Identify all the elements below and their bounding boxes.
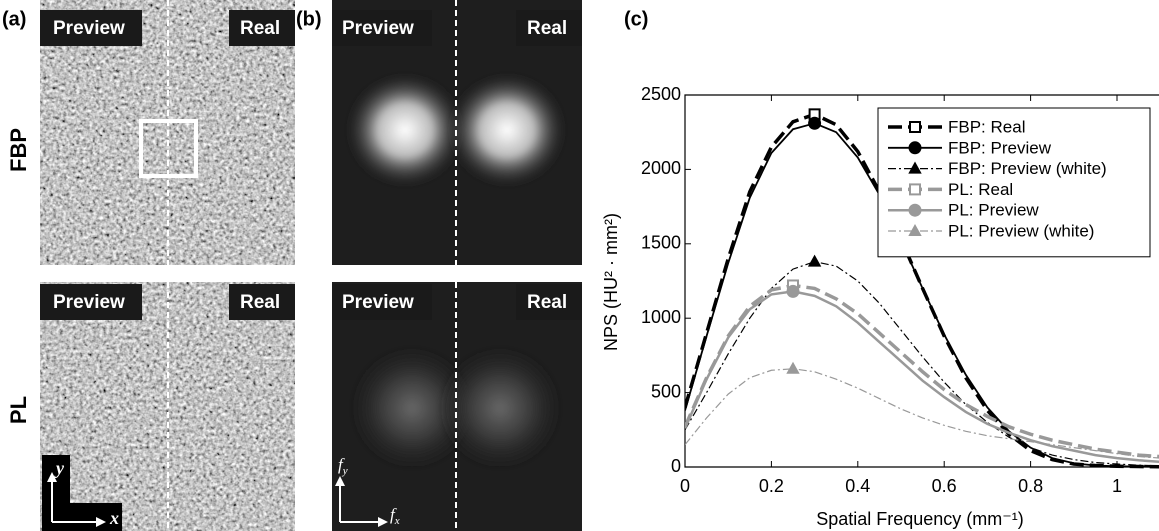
preview-label: Preview (342, 292, 414, 313)
x-tick-label: 0.6 (932, 476, 957, 496)
legend-marker (908, 203, 922, 217)
row-label: FBP (6, 128, 31, 172)
label-box (332, 284, 432, 320)
legend-marker (909, 121, 921, 133)
y-tick-label: 500 (651, 381, 681, 401)
space-axes-icon: y x (42, 455, 122, 531)
y-tick-label: 1500 (641, 233, 681, 253)
y-tick-label: 1000 (641, 307, 681, 327)
nps-lobe (350, 346, 474, 470)
legend-marker (908, 161, 922, 174)
legend-label: PL: Preview (948, 201, 1039, 220)
marker (786, 361, 800, 374)
legend-box (877, 107, 1151, 258)
y-tick-label: 0 (671, 456, 681, 476)
x-label: x (109, 508, 119, 528)
preview-label: Preview (53, 18, 125, 39)
row-label: PL (6, 396, 31, 424)
label-box (516, 10, 582, 46)
legend-marker (908, 223, 922, 236)
freq-axes-icon: fy fx (335, 455, 400, 527)
y-tick-label: 2500 (641, 84, 681, 104)
label-box (40, 284, 142, 320)
legend-label: FBP: Real (948, 117, 1025, 136)
sub: y (342, 465, 348, 477)
legend-label: PL: Preview (white) (948, 221, 1094, 240)
x-tick-label: 0.8 (1018, 476, 1043, 496)
legend-marker (908, 141, 922, 155)
marker (807, 254, 822, 267)
fx-label: fx (390, 505, 400, 527)
x-tick-label: 0 (680, 476, 690, 496)
panel-label: (c) (624, 8, 648, 30)
f: f (390, 505, 397, 524)
label-box (229, 284, 295, 320)
icon-bg (42, 503, 122, 531)
y-tick-label: 2000 (641, 158, 681, 178)
plot: 0 0.2 0.4 0.6 0.8 1 0 500 1000 1500 2000 2500 FBP: R… (641, 84, 1159, 496)
axes-frame (684, 94, 1159, 468)
axis-arrow (51, 478, 100, 523)
y-axis-title: NPS (HU² · mm²) (601, 213, 621, 351)
preview-label: Preview (53, 292, 125, 313)
label-box (332, 10, 432, 46)
label-box (40, 10, 142, 46)
nps-lobe (438, 346, 562, 470)
series-line (685, 283, 1159, 459)
series-line (685, 290, 1159, 463)
nps-lobe (447, 72, 567, 188)
marker (786, 284, 800, 298)
series-line (685, 122, 1159, 468)
fy-label: fy (338, 455, 348, 477)
real-label: Real (240, 292, 280, 313)
image-labels: Preview Real Preview Real Preview Real P… (53, 18, 567, 313)
panel-label: (b) (296, 8, 322, 30)
series-line (685, 368, 1159, 459)
x-tick-label: 0.2 (759, 476, 784, 496)
x-tick-label: 0.4 (845, 476, 870, 496)
legend-label: FBP: Preview (948, 138, 1052, 157)
label-boxes (40, 10, 582, 320)
real-label: Real (527, 18, 567, 39)
arrow-head (47, 472, 106, 527)
arrow-head (335, 476, 388, 527)
legend-label: PL: Real (948, 180, 1013, 199)
f: f (338, 455, 345, 474)
axis-arrow (339, 482, 382, 523)
sub: x (394, 515, 400, 527)
label-box (229, 10, 295, 46)
panel-label: (a) (2, 8, 26, 30)
nps-lobe (345, 72, 465, 188)
real-label: Real (527, 292, 567, 313)
legend-label: FBP: Preview (white) (948, 159, 1107, 178)
x-tick-label: 1 (1112, 476, 1122, 496)
legend-marker (909, 183, 921, 196)
real-label: Real (240, 18, 280, 39)
series-line (685, 261, 1159, 467)
label-box (516, 284, 582, 320)
y-label: y (54, 458, 65, 478)
marker (808, 116, 822, 130)
preview-label: Preview (342, 18, 414, 39)
series-group (685, 108, 1159, 469)
x-axis-title: Spatial Frequency (mm⁻¹) (816, 509, 1024, 529)
